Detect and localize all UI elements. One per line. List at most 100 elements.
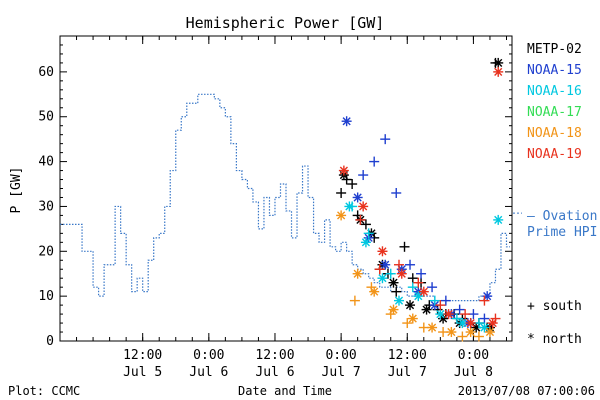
marker-stroke bbox=[353, 269, 362, 278]
north-marker bbox=[369, 286, 380, 297]
legend-entry-ovation: — Ovation bbox=[527, 209, 597, 224]
south-marker bbox=[407, 282, 418, 293]
marker-stroke bbox=[485, 327, 495, 337]
x-tick-label: 12:00 bbox=[123, 348, 162, 363]
north-marker bbox=[360, 237, 371, 248]
y-tick-label: 40 bbox=[38, 155, 54, 170]
south-marker bbox=[479, 295, 490, 306]
south-marker bbox=[336, 187, 347, 198]
marker-stroke bbox=[339, 166, 348, 175]
marker-stroke bbox=[337, 211, 346, 220]
y-tick-label: 30 bbox=[38, 199, 54, 214]
x-tick-label: 0:00 bbox=[325, 348, 356, 363]
x-tick-date: Jul 7 bbox=[388, 365, 427, 380]
marker-stroke bbox=[494, 58, 503, 68]
legend-entry-ovation-cont: Prime HPI bbox=[527, 225, 597, 240]
north-marker bbox=[341, 116, 352, 127]
north-marker bbox=[377, 246, 388, 257]
x-tick-date: Jul 7 bbox=[322, 365, 361, 380]
south-marker bbox=[347, 179, 358, 190]
marker-stroke bbox=[436, 309, 445, 319]
marker-stroke bbox=[345, 202, 354, 211]
north-marker bbox=[427, 322, 438, 333]
legend-entry-noaa-19: NOAA-19 bbox=[527, 147, 582, 162]
north-marker bbox=[388, 277, 399, 288]
x-tick-date: Jul 8 bbox=[454, 365, 493, 380]
north-marker bbox=[418, 286, 429, 297]
y-tick-label: 10 bbox=[38, 289, 54, 304]
north-marker bbox=[405, 300, 416, 311]
north-marker bbox=[380, 259, 391, 270]
marker-stroke bbox=[494, 67, 503, 76]
legend: METP-02 NOAA-15 NOAA-16 NOAA-17 NOAA-18 NOAA-… bbox=[513, 42, 597, 347]
marker-stroke bbox=[361, 238, 371, 247]
north-marker bbox=[482, 291, 493, 302]
north-marker bbox=[396, 268, 407, 279]
south-marker bbox=[435, 300, 446, 311]
marker-stroke bbox=[394, 296, 404, 305]
plot-timestamp: 2013/07/08 07:00:06 bbox=[458, 384, 595, 398]
north-marker bbox=[493, 66, 504, 77]
south-marker bbox=[454, 304, 465, 315]
y-tick-label: 20 bbox=[38, 244, 54, 259]
south-marker bbox=[369, 156, 380, 167]
y-tick-label: 60 bbox=[38, 65, 54, 80]
marker-stroke bbox=[466, 327, 475, 337]
north-marker bbox=[338, 165, 349, 176]
south-marker bbox=[360, 219, 371, 230]
north-marker bbox=[493, 57, 504, 68]
north-marker bbox=[407, 313, 418, 324]
south-marker bbox=[355, 214, 366, 225]
south-marker bbox=[385, 268, 396, 279]
south-marker bbox=[358, 170, 369, 181]
north-marker bbox=[484, 327, 495, 338]
legend-entry-noaa-16: NOAA-16 bbox=[527, 84, 582, 99]
y-tick-label: 0 bbox=[46, 334, 54, 349]
north-marker bbox=[352, 268, 363, 279]
x-tick-label: 0:00 bbox=[458, 348, 489, 363]
north-marker bbox=[465, 327, 476, 338]
x-axis-label: Date and Time bbox=[238, 384, 332, 398]
satellite-markers bbox=[336, 57, 504, 342]
north-marker bbox=[479, 322, 490, 333]
x-axis: 12:00 Jul 5 0:00 Jul 6 12:00 Jul 6 0:00 Jul 7 12… bbox=[59, 36, 507, 380]
marker-stroke bbox=[419, 287, 428, 296]
south-marker bbox=[407, 273, 418, 284]
x-tick-label: 0:00 bbox=[193, 348, 224, 363]
x-tick-date: Jul 6 bbox=[255, 365, 294, 380]
north-marker bbox=[388, 304, 399, 315]
south-marker bbox=[380, 134, 391, 145]
south-marker bbox=[363, 228, 374, 239]
marker-stroke bbox=[439, 314, 448, 323]
y-axis-label: P [GW] bbox=[9, 167, 24, 214]
plot-frame bbox=[59, 35, 513, 342]
marker-stroke bbox=[444, 309, 453, 319]
south-marker bbox=[391, 187, 402, 198]
south-marker bbox=[429, 295, 440, 306]
legend-south: + south bbox=[527, 299, 582, 314]
marker-stroke bbox=[353, 193, 362, 202]
marker-stroke bbox=[422, 305, 431, 314]
north-marker bbox=[487, 318, 498, 329]
north-marker bbox=[336, 210, 347, 221]
marker-stroke bbox=[408, 314, 417, 323]
north-marker bbox=[465, 318, 476, 329]
north-marker bbox=[352, 192, 363, 203]
south-marker bbox=[473, 331, 484, 342]
south-marker bbox=[460, 309, 471, 320]
marker-stroke bbox=[389, 305, 398, 314]
x-tick-label: 12:00 bbox=[388, 348, 427, 363]
plot-credit: Plot: CCMC bbox=[8, 384, 80, 398]
south-marker bbox=[416, 268, 427, 279]
chart-title: Hemispheric Power [GW] bbox=[186, 14, 385, 32]
x-tick-date: Jul 6 bbox=[189, 365, 228, 380]
marker-stroke bbox=[359, 202, 368, 211]
marker-stroke bbox=[488, 318, 497, 328]
south-marker bbox=[451, 313, 462, 324]
marker-stroke bbox=[405, 301, 415, 310]
south-marker bbox=[402, 318, 413, 329]
south-marker bbox=[457, 331, 468, 342]
south-marker bbox=[391, 286, 402, 297]
legend-north: * north bbox=[527, 332, 582, 347]
north-marker bbox=[377, 273, 388, 284]
